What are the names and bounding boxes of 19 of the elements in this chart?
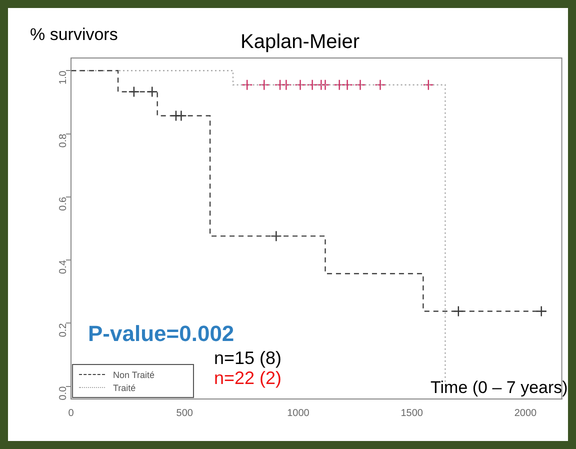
legend-label: Traité (113, 382, 136, 392)
x-axis-title: Time (0 – 7 years) (430, 378, 568, 397)
y-tick-label: 0.2 (58, 322, 69, 338)
y-tick-label: 0.6 (58, 196, 69, 211)
annotation: P-value=0.002 (88, 321, 234, 346)
legend-label: Non Traité (113, 370, 155, 380)
x-tick-label: 0 (68, 408, 74, 419)
annotation: n=22 (2) (214, 368, 282, 388)
y-axis-title: % survivors (30, 25, 118, 44)
annotation: n=15 (8) (214, 348, 282, 368)
x-tick-label: 1500 (400, 408, 424, 419)
y-tick-label: 0.8 (58, 133, 69, 148)
y-tick-label: 1.0 (58, 70, 69, 85)
y-tick-label: 0.0 (58, 386, 69, 400)
chart-title: Kaplan-Meier (240, 31, 360, 53)
x-tick-label: 1000 (287, 408, 310, 419)
x-tick-label: 500 (176, 408, 194, 419)
y-tick-label: 0.4 (58, 260, 69, 274)
x-tick-label: 2000 (514, 408, 538, 419)
